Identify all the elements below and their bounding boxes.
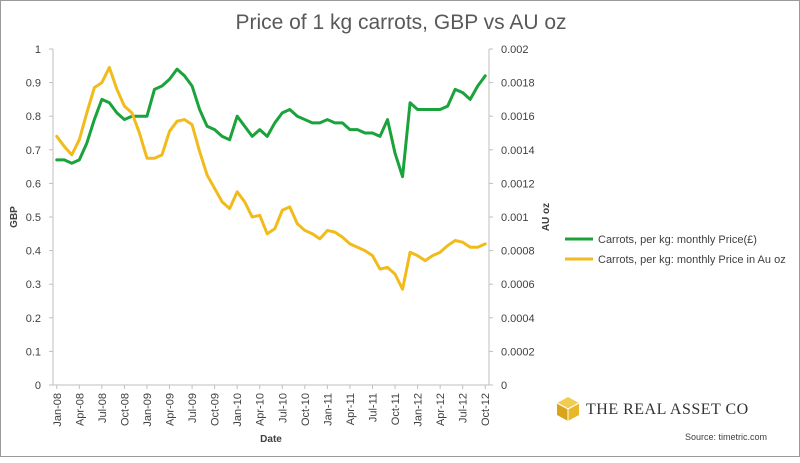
left-tick-label: 0.5 [26, 212, 41, 224]
left-tick-label: 0.3 [26, 279, 41, 291]
legend-label-price-au: Carrots, per kg: monthly Price in Au oz [598, 254, 786, 266]
legend-label-price-gbp: Carrots, per kg: monthly Price(£) [598, 234, 757, 246]
x-tick-label: Oct-09 [210, 393, 222, 426]
y-axis-title: GBP [9, 206, 20, 228]
x-tick-label: Apr-11 [345, 393, 357, 425]
company-name: The Real Asset Co [586, 401, 749, 418]
x-tick-label: Apr-12 [435, 393, 447, 426]
right-tick-label: 0.0016 [501, 111, 535, 123]
right-tick-label: 0.002 [501, 44, 529, 56]
x-tick-label: Jan-09 [142, 393, 154, 427]
cube-logo-icon [556, 397, 580, 421]
left-tick-label: 1 [35, 44, 41, 56]
x-tick-label: Jan-08 [52, 393, 64, 427]
right-tick-label: 0 [501, 380, 507, 392]
x-tick-label: Oct-10 [300, 393, 312, 426]
series-line-price-gbp [55, 67, 487, 179]
x-tick-label: Apr-09 [165, 393, 177, 426]
series-layer [55, 65, 487, 291]
right-tick-label: 0.0018 [501, 78, 535, 90]
legend: Carrots, per kg: monthly Price(£) Carrot… [565, 234, 786, 266]
x-tick-label: Oct-08 [119, 393, 131, 426]
x-tick-label: Jul-08 [97, 393, 109, 423]
series-line-price-au [55, 65, 487, 291]
left-tick-label: 0.9 [26, 78, 41, 90]
right-tick-label: 0.0006 [501, 279, 535, 291]
right-tick-label: 0.0004 [501, 313, 535, 325]
x-tick-label: Jul-09 [187, 393, 199, 423]
x-tick-label: Apr-08 [74, 393, 86, 426]
right-y-ticks: 0 0.0002 0.0004 0.0006 0.0008 0.001 0.0012 0.00… [489, 44, 535, 392]
chart-title: Price of 1 kg carrots, GBP vs AU oz [235, 11, 566, 34]
left-tick-label: 0.4 [26, 246, 41, 258]
left-tick-label: 0.7 [26, 145, 41, 157]
source-note: Source: timetric.com [685, 432, 767, 442]
x-axis-title: Date [260, 434, 282, 445]
right-tick-label: 0.0008 [501, 246, 535, 258]
right-tick-label: 0.0014 [501, 145, 535, 157]
left-tick-label: 0.2 [26, 313, 41, 325]
right-tick-label: 0.001 [501, 212, 529, 224]
left-tick-label: 0.8 [26, 111, 41, 123]
x-tick-label: Jan-10 [232, 393, 244, 427]
right-tick-label: 0.0012 [501, 178, 535, 190]
x-tick-label: Jul-11 [367, 393, 379, 422]
x-tick-label: Apr-10 [255, 393, 267, 426]
x-tick-label: Jan-11 [322, 393, 334, 426]
left-tick-label: 0.6 [26, 178, 41, 190]
x-tick-label: Jan-12 [413, 393, 425, 427]
x-tick-label: Oct-11 [390, 393, 402, 425]
left-tick-label: 0 [35, 380, 41, 392]
x-tick-label: Jul-12 [458, 393, 470, 423]
right-tick-label: 0.0002 [501, 346, 535, 358]
company-logo: The Real Asset Co [556, 397, 749, 421]
left-y-ticks: 0 0.1 0.2 0.3 0.4 0.5 0.6 0.7 0.8 0.9 1 [26, 44, 53, 392]
plot-area [52, 49, 490, 386]
x-tick-label: Jul-10 [277, 393, 289, 423]
x-tick-label: Oct-12 [480, 393, 492, 426]
left-tick-label: 0.1 [26, 346, 41, 358]
x-ticks: Jan-08 Apr-08 Jul-08 Oct-08 Jan-09 Apr-09 Jul-… [52, 385, 492, 427]
y2-axis-title: AU oz [541, 203, 552, 231]
